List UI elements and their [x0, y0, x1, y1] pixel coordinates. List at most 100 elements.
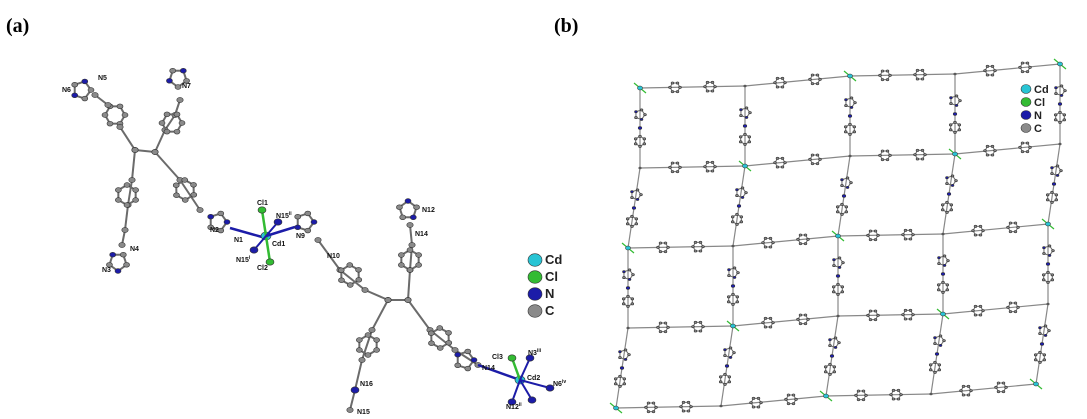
atom	[934, 337, 937, 339]
atom	[174, 112, 180, 117]
atom	[295, 214, 301, 219]
bond	[931, 384, 1036, 394]
atom	[962, 385, 965, 387]
structure-a	[72, 68, 554, 412]
atom	[837, 315, 839, 317]
atom	[647, 411, 650, 413]
atom	[1039, 351, 1042, 353]
bond	[733, 316, 838, 326]
atom	[745, 107, 748, 109]
atom	[455, 352, 461, 357]
atom	[938, 369, 941, 371]
atom	[841, 184, 844, 186]
atom	[699, 241, 702, 243]
atom	[446, 340, 452, 345]
atom	[845, 211, 848, 213]
atom	[824, 371, 827, 373]
atom	[869, 239, 872, 241]
atom	[745, 192, 748, 194]
atom	[929, 369, 932, 371]
atom	[732, 245, 734, 247]
atom	[1056, 174, 1059, 176]
bond	[410, 225, 412, 245]
atom	[643, 138, 646, 140]
atom	[1039, 327, 1042, 329]
atom	[671, 91, 674, 93]
atom	[1047, 271, 1050, 273]
atom	[869, 319, 872, 321]
atom	[124, 262, 130, 267]
atom	[954, 131, 957, 133]
atom	[958, 129, 961, 131]
atom-label: Cl1	[257, 200, 268, 207]
panel-label: (a)	[6, 15, 29, 37]
atom	[1052, 183, 1056, 186]
atom	[829, 339, 832, 341]
atom	[781, 157, 784, 159]
atom	[941, 204, 944, 206]
atom	[1058, 62, 1063, 66]
atom	[369, 327, 375, 332]
atom	[731, 216, 734, 218]
atom	[133, 188, 139, 193]
atom	[842, 195, 846, 198]
atom	[1051, 191, 1054, 193]
atom	[409, 242, 415, 247]
atom	[994, 150, 997, 152]
atom	[816, 83, 819, 85]
atom	[720, 405, 722, 407]
atom-label: N15i	[236, 255, 251, 264]
atom	[671, 171, 674, 173]
legend-label: C	[545, 303, 555, 318]
atom	[250, 247, 258, 253]
atom	[833, 371, 836, 373]
atom	[832, 286, 835, 288]
atom	[628, 269, 631, 271]
atom	[679, 86, 682, 88]
atom	[728, 376, 731, 378]
atom	[772, 242, 775, 244]
atom-label-text: N6	[62, 87, 71, 94]
atom	[173, 183, 179, 188]
atom	[886, 79, 889, 81]
atom	[1009, 231, 1012, 233]
atom	[740, 109, 743, 111]
atom	[664, 242, 667, 244]
atom	[706, 170, 709, 172]
atom	[741, 187, 744, 189]
atom	[904, 309, 907, 311]
atom	[739, 141, 742, 143]
atom	[727, 296, 730, 298]
atom	[1029, 66, 1032, 68]
atom	[465, 366, 471, 371]
atom	[743, 125, 747, 128]
atom	[953, 152, 958, 156]
atom	[356, 338, 362, 343]
atom-label-text: N10	[327, 253, 340, 260]
atom	[702, 246, 705, 248]
atom	[1043, 252, 1046, 254]
bond	[943, 304, 1048, 314]
atom	[991, 145, 994, 147]
atom	[676, 171, 679, 173]
atom	[764, 326, 767, 328]
atom	[749, 112, 752, 114]
atom	[635, 111, 638, 113]
atom	[857, 390, 860, 392]
atom	[619, 356, 622, 358]
atom	[669, 166, 672, 168]
atom	[365, 333, 371, 338]
bond	[628, 246, 733, 248]
atom	[124, 183, 130, 188]
atom	[632, 207, 636, 210]
atom	[639, 135, 642, 137]
atom	[732, 303, 735, 305]
atom	[774, 82, 777, 84]
atom	[676, 82, 679, 84]
atom	[631, 196, 634, 198]
figure: (a) (b) N6N5N7N4N3N2N1Cl1N15iiCd1N9N10N1…	[0, 0, 1087, 419]
atom	[849, 155, 851, 157]
atom	[811, 83, 814, 85]
atom	[1047, 281, 1050, 283]
atom	[676, 162, 679, 164]
